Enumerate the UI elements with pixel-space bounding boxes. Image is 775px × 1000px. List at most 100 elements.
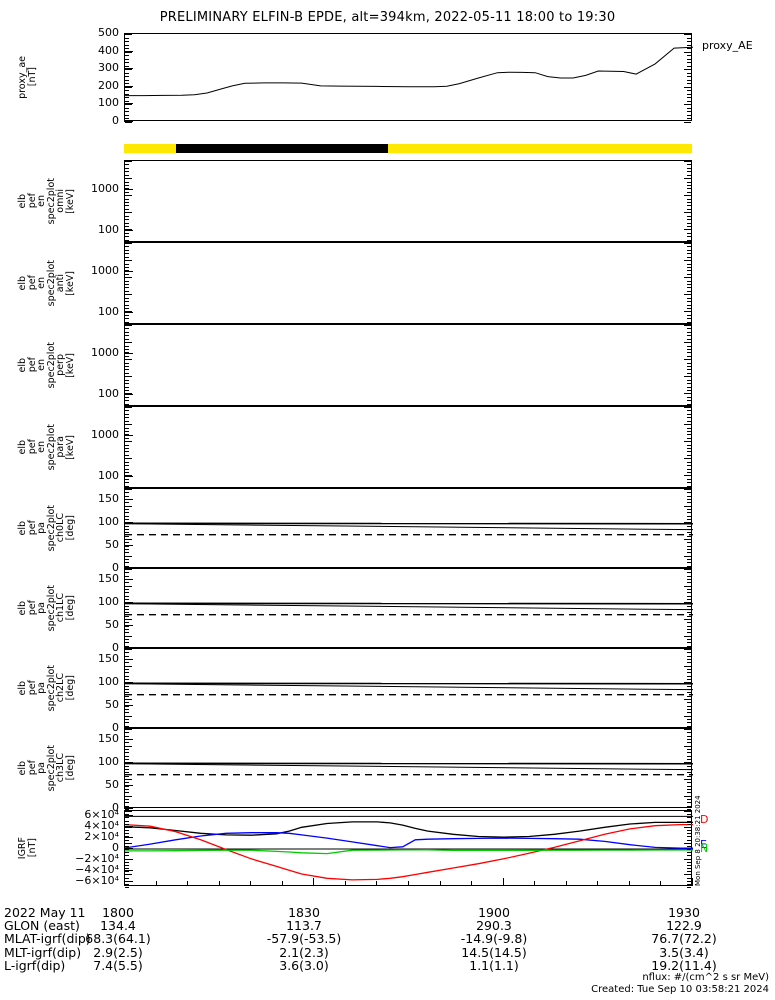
axis-minor-tick [687, 786, 691, 787]
axis-minor-tick [687, 576, 691, 577]
axis-minor-tick [687, 383, 691, 384]
axis-minor-tick [687, 759, 691, 760]
axis-minor-tick [125, 756, 129, 757]
axis-minor-tick [125, 776, 129, 777]
axis-minor-tick [125, 294, 132, 295]
axis-major-tick [124, 682, 133, 683]
panel-elb_pef_pa_spec2plot_ch1LC [124, 568, 693, 650]
axis-minor-tick [125, 726, 129, 727]
annotation-label: MLAT-igrf(dip) [4, 931, 91, 947]
axis-minor-tick [125, 363, 129, 364]
axis-minor-tick [687, 349, 691, 350]
axis-minor-tick [684, 716, 691, 717]
axis-minor-tick [687, 572, 691, 573]
axis-minor-tick [125, 686, 129, 687]
axis-minor-tick [684, 161, 691, 162]
axis-minor-tick [125, 556, 132, 557]
axis-minor-tick [125, 445, 129, 446]
axis-minor-tick [687, 579, 691, 580]
ytick-elb_pef_en_spec2plot_omni: 100 [98, 222, 119, 236]
axis-minor-tick [687, 722, 691, 723]
ylabel-elb_pef_pa_spec2plot_ch1LC: elb pef pa spec2plot ch1LC [deg] [17, 568, 118, 648]
axis-minor-tick [125, 178, 132, 179]
axis-minor-tick [125, 164, 129, 165]
axis-minor-tick [125, 414, 129, 415]
axis-minor-tick [687, 529, 691, 530]
axis-minor-tick [684, 294, 691, 295]
axis-minor-tick [125, 462, 129, 463]
axis-major-tick [124, 86, 133, 87]
axis-minor-tick [125, 325, 132, 326]
annotation-value: 122.9 [666, 918, 702, 934]
panel-elb_pef_en_spec2plot_perp [124, 324, 692, 408]
axis-minor-tick [125, 209, 129, 210]
axis-major-tick [124, 705, 133, 706]
axis-minor-tick [125, 424, 132, 425]
axis-minor-tick [125, 766, 129, 767]
axis-minor-tick [687, 83, 691, 84]
axis-x-tick [597, 881, 598, 886]
axis-minor-tick [687, 118, 691, 119]
axis-x-tick [156, 881, 157, 886]
annotation-value: 1900 [478, 905, 510, 920]
axis-minor-tick [687, 542, 691, 543]
axis-minor-tick [687, 742, 691, 743]
axis-minor-tick [687, 428, 691, 429]
axis-minor-tick [125, 516, 129, 517]
axis-minor-tick [125, 410, 129, 411]
panel-elb_pef_en_spec2plot_para [124, 406, 692, 490]
axis-minor-tick [684, 243, 691, 244]
axis-minor-tick [125, 287, 129, 288]
axis-minor-tick [684, 796, 691, 797]
axis-major-tick [124, 870, 133, 871]
axis-minor-tick [687, 652, 691, 653]
axis-minor-tick [687, 270, 691, 271]
axis-minor-tick [125, 76, 129, 77]
axis-minor-tick [684, 649, 691, 650]
axis-minor-tick [687, 209, 691, 210]
axis-major-tick [124, 121, 133, 122]
axis-minor-tick [687, 76, 691, 77]
axis-minor-tick [125, 80, 129, 81]
axis-minor-tick [125, 779, 132, 780]
axis-minor-tick [125, 118, 129, 119]
ytick-elb_pef_en_spec2plot_anti: 100 [98, 304, 119, 318]
axis-minor-tick [684, 666, 691, 667]
axis-minor-tick [687, 646, 691, 647]
axis-minor-tick [125, 811, 132, 812]
axis-minor-tick [687, 789, 691, 790]
axis-minor-tick [125, 281, 129, 282]
axis-minor-tick [125, 352, 129, 353]
axis-minor-tick [125, 830, 129, 831]
elb_pef_pa_spec2plot_ch0LC-traces [125, 522, 693, 536]
axis-minor-tick [125, 709, 129, 710]
axis-major-tick [124, 476, 133, 477]
axis-minor-tick [687, 589, 691, 590]
axis-minor-tick [687, 257, 691, 258]
axis-minor-tick [687, 216, 691, 217]
axis-minor-tick [125, 284, 129, 285]
footer-note: nflux: #/(cm^2 s sr MeV) Created: Tue Se… [591, 972, 769, 996]
axis-minor-tick [684, 393, 691, 394]
axis-minor-tick [125, 609, 129, 610]
axis-minor-tick [684, 619, 691, 620]
axis-minor-tick [687, 766, 691, 767]
axis-minor-tick [125, 769, 129, 770]
axis-minor-tick [687, 726, 691, 727]
axis-minor-tick [125, 192, 129, 193]
axis-minor-tick [125, 562, 129, 563]
axis-minor-tick [687, 111, 691, 112]
axis-minor-tick [125, 69, 132, 70]
ytick-elb_pef_pa_spec2plot_ch1LC: 150 [98, 572, 119, 586]
axis-minor-tick [125, 55, 129, 56]
ytick-elb_pef_pa_spec2plot_ch2LC: 0 [112, 721, 119, 734]
axis-minor-tick [125, 746, 132, 747]
ytick-elb_pef_pa_spec2plot_ch1LC: 100 [98, 595, 119, 609]
axis-minor-tick [687, 414, 691, 415]
axis-minor-tick [687, 41, 691, 42]
axis-minor-tick [125, 636, 132, 637]
axis-minor-tick [125, 277, 132, 278]
axis-major-tick [124, 33, 133, 34]
axis-minor-tick [687, 855, 691, 856]
axis-minor-tick [687, 656, 691, 657]
